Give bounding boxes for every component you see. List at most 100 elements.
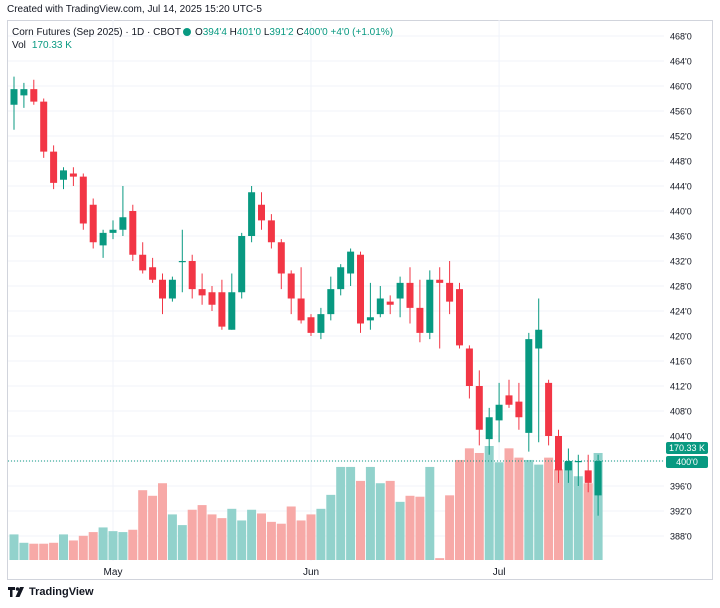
volume-bar: [365, 466, 375, 560]
high-label: H: [229, 27, 237, 38]
candle-body: [40, 101, 48, 152]
y-tick-label: 420'0: [670, 332, 692, 342]
volume-bar: [227, 508, 237, 560]
candle-body: [297, 298, 305, 321]
volume-bar: [455, 459, 464, 560]
volume-bar: [187, 509, 197, 560]
tradingview-logo-icon: [8, 587, 24, 597]
footer-brand[interactable]: TradingView: [7, 586, 94, 598]
candle-body: [357, 254, 364, 324]
candle-body: [50, 151, 58, 183]
candle-body: [584, 470, 592, 483]
market-status-icon: [182, 28, 191, 36]
volume-tag: 170.33 K: [666, 442, 708, 454]
volume-bar: [128, 529, 138, 560]
candle-body: [436, 279, 444, 283]
low-value: 391'2: [269, 27, 294, 38]
volume-bar: [385, 480, 395, 560]
volume-bar: [59, 534, 68, 560]
volume-bar: [29, 543, 39, 560]
candle-body: [416, 307, 424, 333]
y-tick-label: 396'0: [670, 482, 692, 492]
candle-body: [426, 279, 434, 333]
volume-bar: [9, 534, 19, 560]
candle-body: [307, 317, 315, 333]
volume-bar: [88, 532, 98, 560]
candle-body: [277, 242, 285, 274]
candle-body: [89, 204, 97, 243]
volume-bar: [158, 483, 167, 560]
candle-body: [574, 461, 582, 463]
x-tick-label: Jul: [493, 567, 506, 578]
candle-body: [495, 404, 503, 421]
candle-body: [287, 273, 295, 299]
y-tick-label: 464'0: [670, 57, 692, 67]
candle-body: [376, 298, 384, 315]
volume-bar: [415, 496, 425, 560]
volume-bar: [98, 527, 108, 560]
y-tick-label: 460'0: [670, 82, 692, 92]
y-tick-label: 448'0: [670, 157, 692, 167]
candle-body: [456, 289, 463, 346]
candle-body: [594, 461, 602, 496]
candle-body: [446, 282, 454, 302]
y-tick-label: 392'0: [670, 507, 692, 517]
volume-bar: [296, 520, 306, 560]
candle-body: [159, 279, 166, 299]
volume-bar: [554, 469, 563, 560]
candle-body: [505, 395, 513, 405]
volume-bar: [474, 452, 484, 560]
volume-bar: [395, 501, 405, 560]
candle-body: [168, 279, 176, 299]
volume-bar: [445, 495, 455, 560]
candle-body: [69, 173, 77, 177]
candle-body: [564, 461, 572, 471]
y-tick-label: 432'0: [670, 257, 692, 267]
candle-body: [188, 261, 196, 290]
volume-bar: [237, 520, 247, 560]
volume-bar: [247, 509, 257, 560]
candle-body: [406, 282, 414, 308]
volume-bar: [286, 506, 296, 560]
x-tick-label: Jun: [303, 567, 319, 578]
volume-bar: [484, 446, 494, 560]
volume-bar: [49, 542, 59, 560]
candle-body: [327, 289, 335, 315]
volume-bar: [425, 466, 435, 560]
volume-bar: [39, 543, 49, 560]
candle-body: [139, 254, 147, 271]
volume-bar: [118, 532, 128, 560]
close-value: 400'0: [303, 27, 328, 38]
volume-bar: [138, 490, 148, 560]
candle-body: [366, 317, 374, 321]
candle-body: [198, 289, 206, 296]
volume-bar: [217, 518, 227, 560]
candle-body: [10, 89, 18, 105]
y-tick-label: 412'0: [670, 382, 692, 392]
candle-body: [465, 348, 473, 386]
candle-body: [208, 292, 216, 305]
candle-body: [535, 329, 543, 349]
candle-body: [267, 220, 275, 243]
y-tick-label: 428'0: [670, 282, 692, 292]
volume-bar: [316, 508, 326, 560]
y-tick-label: 468'0: [670, 32, 692, 42]
candle-body: [129, 211, 137, 255]
candle-body: [258, 204, 265, 221]
volume-label: Vol: [12, 40, 26, 51]
candle-body: [79, 176, 87, 224]
volume-bar: [167, 514, 177, 560]
volume-bar: [494, 462, 504, 560]
volume-legend: Vol 170.33 K: [12, 40, 72, 51]
volume-bar: [257, 513, 266, 560]
volume-bar: [148, 495, 158, 560]
volume-bar: [375, 483, 385, 560]
open-value: 394'4: [202, 27, 227, 38]
candle-body: [119, 217, 127, 230]
volume-bar: [405, 495, 415, 560]
volume-bar: [464, 448, 474, 560]
y-tick-label: 416'0: [670, 357, 692, 367]
open-label: O: [194, 27, 203, 38]
volume-bar: [544, 457, 554, 560]
